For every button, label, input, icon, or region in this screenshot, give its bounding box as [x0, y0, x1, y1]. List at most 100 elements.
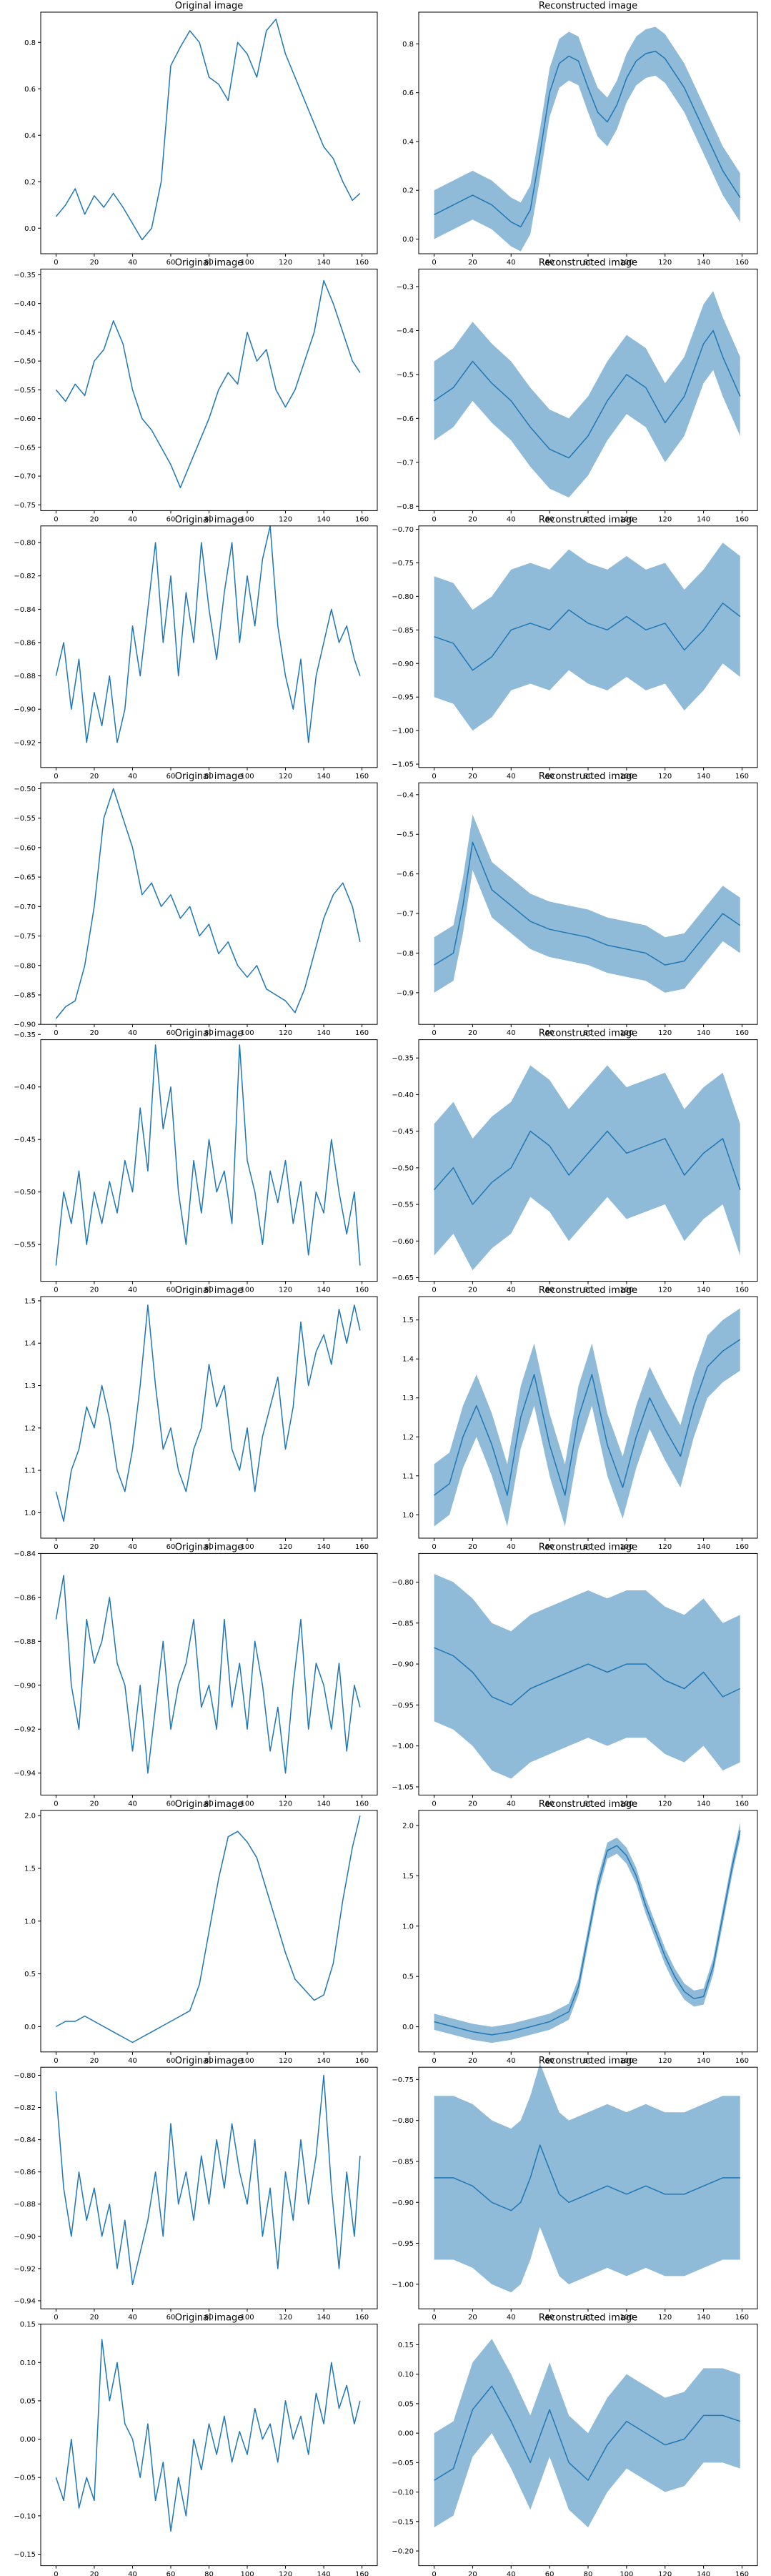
y-tick-label: 0.8: [24, 39, 36, 47]
y-tick-label: 0.2: [24, 179, 36, 187]
y-tick-label: −0.70: [392, 526, 414, 534]
x-tick-label: 80: [204, 515, 214, 523]
y-tick-label: −0.92: [14, 739, 36, 747]
x-tick-label: 20: [90, 259, 99, 267]
chart-panel: Original image 0 20 40 60 80 100 120 140 160 −0.94…: [14, 2056, 378, 2322]
x-tick-label: 60: [166, 1543, 176, 1551]
y-tick-label: −0.84: [14, 2136, 36, 2144]
x-tick-label: 160: [355, 1029, 369, 1037]
x-tick-label: 0: [54, 515, 58, 523]
x-tick-label: 0: [54, 2314, 58, 2322]
x-tick-label: 60: [166, 1029, 176, 1037]
series-line: [55, 2074, 361, 2286]
confidence-band: [434, 814, 740, 993]
chart-panel: Reconstructed image 0 20 40 60 80 100 120 140 160…: [402, 1285, 758, 1551]
x-tick-label: 120: [279, 2057, 292, 2065]
y-tick-label: 1.5: [402, 1317, 414, 1324]
chart-panel: Reconstructed image 0 20 40 60 80 100 120 140 160…: [392, 1542, 758, 1808]
chart-panel: Reconstructed image 0 20 40 60 80 100 120 140 160…: [397, 257, 758, 523]
y-tick-label: −0.7: [397, 459, 414, 467]
x-tick-label: 160: [355, 2314, 369, 2322]
chart-title: Original image: [175, 515, 244, 525]
x-tick-label: 160: [355, 1287, 369, 1294]
x-tick-label: 120: [279, 1800, 292, 1808]
series-line: [434, 841, 741, 966]
y-tick-label: 2.0: [402, 1822, 414, 1830]
x-tick-label: 100: [620, 1029, 633, 1037]
x-tick-label: 120: [279, 515, 292, 523]
x-tick-label: 0: [54, 259, 58, 267]
x-tick-label: 20: [90, 1543, 99, 1551]
x-tick-label: 120: [658, 1543, 672, 1551]
x-tick-label: 40: [128, 2314, 137, 2322]
axes-frame: [40, 2324, 378, 2567]
y-tick-label: 0.05: [398, 2400, 414, 2408]
x-tick-label: 40: [507, 1029, 516, 1037]
y-tick-label: −0.90: [14, 1021, 36, 1029]
chart-title: Reconstructed image: [539, 1, 637, 11]
x-tick-label: 20: [468, 2057, 477, 2065]
y-tick-label: −0.90: [14, 1682, 36, 1690]
y-tick-label: −0.45: [14, 1136, 36, 1144]
x-tick-label: 40: [507, 2314, 516, 2322]
x-tick-label: 100: [620, 259, 633, 267]
axes-frame: [40, 268, 378, 511]
x-tick-label: 160: [735, 773, 749, 781]
x-tick-label: 80: [584, 2057, 593, 2065]
y-tick-label: −0.88: [14, 1638, 36, 1646]
series-line: [55, 788, 361, 1019]
x-tick-label: 80: [204, 1029, 214, 1037]
y-tick-label: −0.8: [397, 503, 414, 511]
y-tick-label: 0.2: [402, 187, 414, 195]
y-tick-label: 1.1: [24, 1467, 36, 1475]
x-tick-label: 140: [317, 1800, 331, 1808]
y-tick-label: 0.15: [20, 2321, 36, 2329]
y-tick-label: 1.0: [24, 1918, 36, 1926]
x-tick-label: 60: [166, 773, 176, 781]
axes-frame: [40, 11, 378, 254]
y-tick-label: −0.75: [392, 560, 414, 568]
x-tick-label: 60: [166, 515, 176, 523]
x-tick-label: 120: [279, 2571, 292, 2576]
confidence-band: [434, 1065, 740, 1271]
y-tick-label: −1.05: [392, 761, 414, 769]
y-tick-label: −0.20: [392, 2547, 414, 2555]
x-tick-label: 20: [90, 2057, 99, 2065]
y-tick-label: −0.80: [14, 2072, 36, 2080]
y-tick-label: −0.50: [392, 1164, 414, 1172]
y-tick-label: −0.85: [392, 627, 414, 635]
x-tick-label: 20: [468, 2571, 477, 2576]
y-tick-label: −0.50: [14, 786, 36, 793]
x-tick-label: 40: [128, 1287, 137, 1294]
x-tick-label: 0: [54, 1029, 58, 1037]
x-tick-label: 160: [355, 2571, 369, 2576]
x-tick-label: 20: [468, 259, 477, 267]
x-tick-label: 140: [697, 1800, 710, 1808]
x-tick-label: 40: [128, 515, 137, 523]
x-tick-label: 60: [166, 259, 176, 267]
y-tick-label: 1.5: [402, 1873, 414, 1881]
series-line: [55, 19, 361, 241]
y-tick-label: −0.84: [14, 606, 36, 614]
x-tick-label: 100: [240, 773, 254, 781]
confidence-band: [434, 2339, 740, 2528]
x-tick-label: 60: [545, 259, 554, 267]
x-tick-label: 100: [620, 773, 633, 781]
y-tick-label: −0.94: [14, 2297, 36, 2305]
chart-panel: Original image 0 20 40 60 80 100 120 140 160 0.0 0.…: [24, 1, 378, 267]
y-tick-label: 1.3: [402, 1394, 414, 1402]
x-tick-label: 0: [54, 2571, 58, 2576]
x-tick-label: 100: [620, 1287, 633, 1294]
x-tick-label: 40: [128, 1543, 137, 1551]
x-tick-label: 140: [697, 259, 710, 267]
y-tick-label: 1.2: [24, 1425, 36, 1432]
series-line: [434, 1830, 741, 2036]
x-tick-label: 80: [204, 1800, 214, 1808]
series-line: [55, 525, 361, 743]
x-tick-label: 20: [468, 1543, 477, 1551]
y-tick-label: −0.70: [14, 473, 36, 481]
x-tick-label: 160: [355, 515, 369, 523]
x-tick-label: 160: [355, 259, 369, 267]
x-tick-label: 160: [735, 1800, 749, 1808]
y-tick-label: −0.40: [392, 1091, 414, 1099]
